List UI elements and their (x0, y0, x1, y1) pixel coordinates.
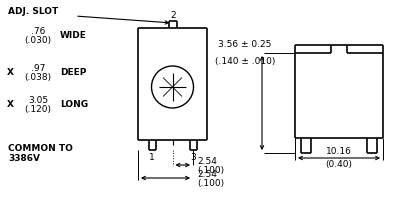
Text: X: X (6, 99, 14, 109)
Text: (.100): (.100) (197, 179, 224, 187)
Text: .76: .76 (31, 27, 45, 36)
Text: (.120): (.120) (24, 104, 52, 114)
Text: 2.54: 2.54 (197, 170, 217, 179)
Text: (.100): (.100) (197, 165, 224, 174)
Text: 1: 1 (149, 153, 155, 162)
Text: ADJ. SLOT: ADJ. SLOT (8, 7, 58, 17)
Text: (.038): (.038) (24, 73, 52, 82)
Text: 3: 3 (190, 153, 196, 162)
Text: .97: .97 (31, 63, 45, 73)
Text: 2: 2 (171, 10, 176, 19)
Text: (0.40): (0.40) (326, 160, 352, 169)
Text: LONG: LONG (60, 99, 88, 109)
Text: COMMON TO: COMMON TO (8, 143, 73, 153)
Text: X: X (6, 68, 14, 77)
Text: 3.56 ± 0.25: 3.56 ± 0.25 (218, 40, 272, 49)
Text: 3.05: 3.05 (28, 95, 48, 104)
Text: 2.54: 2.54 (197, 157, 217, 165)
Text: DEEP: DEEP (60, 68, 86, 77)
Text: 10.16: 10.16 (326, 147, 352, 156)
Text: (.140 ± .010): (.140 ± .010) (215, 57, 275, 66)
Text: (.030): (.030) (24, 36, 52, 44)
Text: 3386V: 3386V (8, 153, 40, 162)
Text: WIDE: WIDE (60, 31, 87, 41)
